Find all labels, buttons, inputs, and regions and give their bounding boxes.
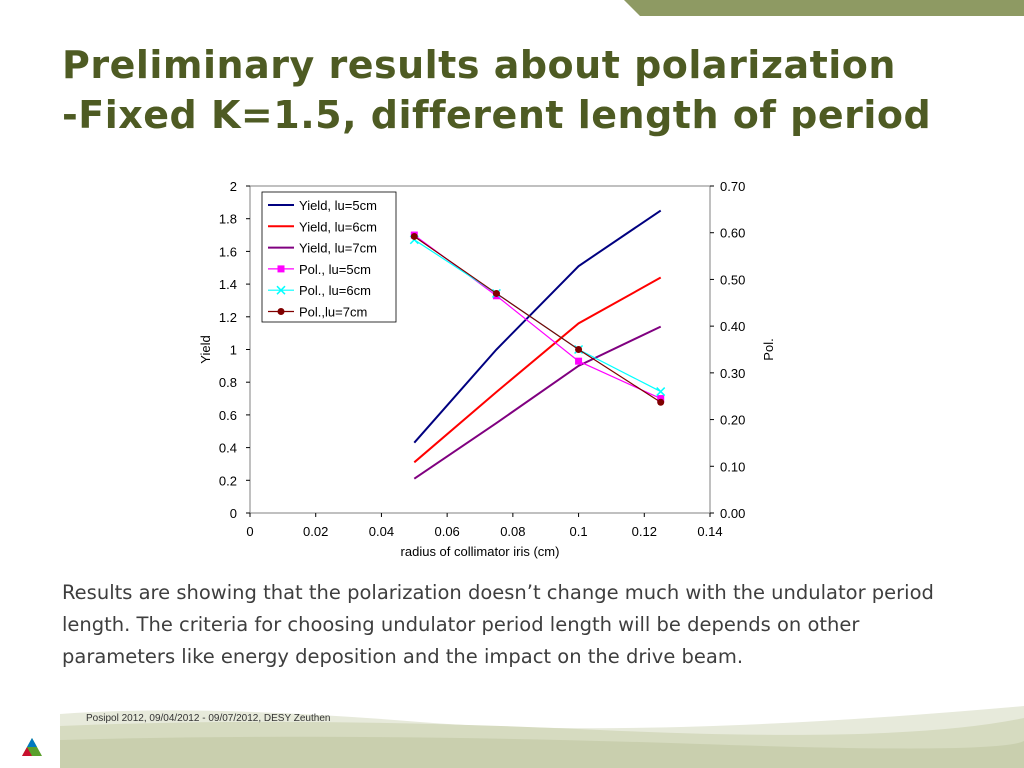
data-point xyxy=(492,289,500,297)
y2-axis-label: Pol. xyxy=(761,338,776,360)
x-tick-label: 0.04 xyxy=(369,524,394,539)
y-tick-label: 1.4 xyxy=(219,277,237,292)
data-point xyxy=(656,387,666,397)
legend-label: Pol., lu=6cm xyxy=(299,283,371,298)
x-tick-label: 0.12 xyxy=(632,524,657,539)
legend-marker xyxy=(276,285,286,295)
y2-tick-label: 0.10 xyxy=(720,459,745,474)
title-line-1: Preliminary results about polarization xyxy=(62,43,896,87)
x-tick-label: 0 xyxy=(246,524,253,539)
x-tick-label: 0.1 xyxy=(570,524,588,539)
data-point xyxy=(575,357,583,365)
chart-legend xyxy=(261,191,397,323)
y-tick-label: 0.6 xyxy=(219,408,237,423)
footer-band xyxy=(60,706,1024,768)
legend-marker xyxy=(277,265,285,273)
y-tick-label: 0.4 xyxy=(219,441,237,456)
series-line-6 xyxy=(413,235,662,403)
y2-tick-label: 0.20 xyxy=(720,413,745,428)
x-tick-label: 0.08 xyxy=(500,524,525,539)
legend-label: Yield, lu=5cm xyxy=(299,198,377,213)
title-line-2: -Fixed K=1.5, different length of period xyxy=(62,93,932,137)
data-point xyxy=(657,395,665,403)
y-tick-label: 0.2 xyxy=(219,473,237,488)
data-point xyxy=(657,398,665,406)
x-tick-label: 0.14 xyxy=(697,524,722,539)
y-tick-label: 0.8 xyxy=(219,375,237,390)
y2-tick-label: 0.00 xyxy=(720,506,745,521)
y-tick-label: 0 xyxy=(230,506,237,521)
data-point xyxy=(410,232,418,240)
y2-tick-label: 0.50 xyxy=(720,272,745,287)
y-tick-label: 1.8 xyxy=(219,212,237,227)
argonne-logo-icon xyxy=(22,738,42,756)
x-tick-label: 0.02 xyxy=(303,524,328,539)
x-axis-label: radius of collimator iris (cm) xyxy=(401,544,560,559)
y-tick-label: 1 xyxy=(230,343,237,358)
legend-label: Yield, lu=6cm xyxy=(299,219,377,234)
legend-label: Yield, lu=7cm xyxy=(299,241,377,256)
y2-tick-label: 0.40 xyxy=(720,319,745,334)
y2-tick-label: 0.30 xyxy=(720,366,745,381)
top-accent-bar xyxy=(624,0,1024,16)
slide-body-text: Results are showing that the polarizatio… xyxy=(62,581,934,668)
chart-container: 0 0.02 0.04 0.06 0.08 0.1 0.12 0.14 0 0.2 0.4 0.6 0.… xyxy=(180,170,820,570)
legend-label: Pol.,lu=7cm xyxy=(299,305,367,320)
polarization-yield-chart: 0 0.02 0.04 0.06 0.08 0.1 0.12 0.14 0 0.2 0.4 0.6 0.… xyxy=(198,179,776,559)
legend-marker xyxy=(277,308,285,315)
slide-title: Preliminary results about polarization -… xyxy=(62,40,1002,140)
y-tick-label: 1.6 xyxy=(219,244,237,259)
y-tick-label: 2 xyxy=(230,179,237,194)
y2-tick-label: 0.60 xyxy=(720,226,745,241)
x-tick-label: 0.06 xyxy=(434,524,459,539)
data-point xyxy=(575,346,583,353)
series-line-2 xyxy=(413,276,662,464)
y-tick-label: 1.2 xyxy=(219,310,237,325)
series-line-1 xyxy=(413,209,662,444)
series-line-3 xyxy=(413,325,662,480)
y2-tick-label: 0.70 xyxy=(720,179,745,194)
y-axis-label: Yield xyxy=(198,335,213,363)
legend-label: Pol., lu=5cm xyxy=(299,262,371,277)
footer-citation: Posipol 2012, 09/04/2012 - 09/07/2012, D… xyxy=(86,713,331,724)
